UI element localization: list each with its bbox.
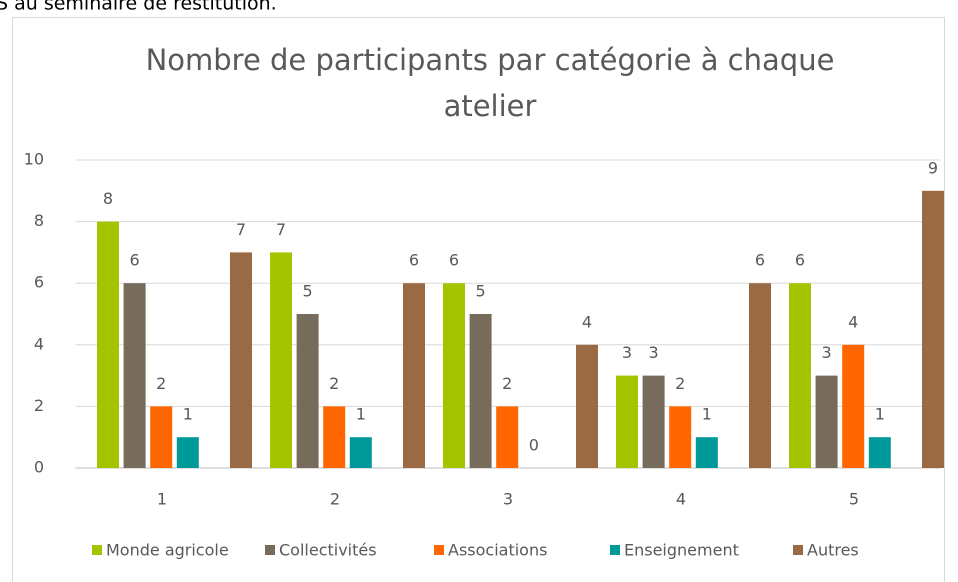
bar — [230, 252, 252, 468]
bar — [922, 190, 944, 469]
data-label: 9 — [928, 158, 938, 177]
bar — [815, 375, 838, 468]
bar — [323, 406, 346, 468]
y-tick-label: 6 — [34, 273, 44, 292]
bar — [616, 375, 638, 468]
data-label: 5 — [476, 282, 486, 301]
data-label: 5 — [303, 282, 313, 301]
bar — [669, 406, 692, 468]
bar — [123, 283, 146, 468]
bar — [576, 344, 598, 468]
data-label: 7 — [276, 220, 286, 239]
y-tick-label: 10 — [24, 150, 44, 169]
data-label: 6 — [449, 251, 459, 270]
chart-title: Nombre de participants par catégorie à c… — [146, 43, 835, 77]
data-label: 3 — [822, 343, 832, 362]
bar — [176, 437, 199, 468]
legend-label: Collectivités — [279, 541, 377, 560]
y-tick-label: 0 — [34, 458, 44, 477]
bar — [150, 406, 173, 468]
legend-swatch — [610, 545, 620, 555]
legend-label: Autres — [807, 541, 859, 560]
data-label: 3 — [649, 343, 659, 362]
data-label: 7 — [236, 220, 246, 239]
data-label: 4 — [582, 312, 592, 331]
x-tick-label: 3 — [503, 490, 513, 509]
bar — [403, 283, 425, 468]
chart-title: atelier — [444, 89, 537, 123]
legend-label: Associations — [448, 541, 547, 560]
legend-swatch — [265, 545, 275, 555]
data-label: 1 — [356, 405, 366, 424]
data-label: 4 — [848, 312, 858, 331]
bar — [642, 375, 665, 468]
data-label: 6 — [795, 251, 805, 270]
legend-swatch — [793, 545, 803, 555]
legend-swatch — [92, 545, 102, 555]
bar — [443, 283, 465, 468]
y-tick-label: 8 — [34, 211, 44, 230]
data-label: 0 — [529, 436, 539, 455]
data-label: 6 — [409, 251, 419, 270]
legend-swatch — [434, 545, 444, 555]
bar — [469, 314, 492, 468]
bar — [349, 437, 372, 468]
data-label: 1 — [702, 405, 712, 424]
header-text: S au séminaire de restitution. — [0, 0, 277, 15]
data-label: 2 — [675, 374, 685, 393]
data-label: 1 — [875, 405, 885, 424]
y-tick-label: 2 — [34, 396, 44, 415]
bar — [842, 344, 865, 468]
x-tick-label: 4 — [676, 490, 686, 509]
x-tick-label: 1 — [157, 490, 167, 509]
y-tick-label: 4 — [34, 334, 44, 353]
x-tick-label: 5 — [849, 490, 859, 509]
data-label: 3 — [622, 343, 632, 362]
bar — [868, 437, 891, 468]
legend-label: Monde agricole — [106, 541, 229, 560]
bar — [496, 406, 519, 468]
legend-label: Enseignement — [624, 541, 739, 560]
data-label: 2 — [156, 374, 166, 393]
data-label: 8 — [103, 189, 113, 208]
data-label: 6 — [755, 251, 765, 270]
bar — [270, 252, 292, 468]
bar — [789, 283, 811, 468]
data-label: 6 — [130, 251, 140, 270]
bar — [296, 314, 319, 468]
data-label: 1 — [183, 405, 193, 424]
bar — [749, 283, 771, 468]
bar — [695, 437, 718, 468]
bar — [97, 221, 119, 468]
data-label: 2 — [502, 374, 512, 393]
data-label: 2 — [329, 374, 339, 393]
x-tick-label: 2 — [330, 490, 340, 509]
